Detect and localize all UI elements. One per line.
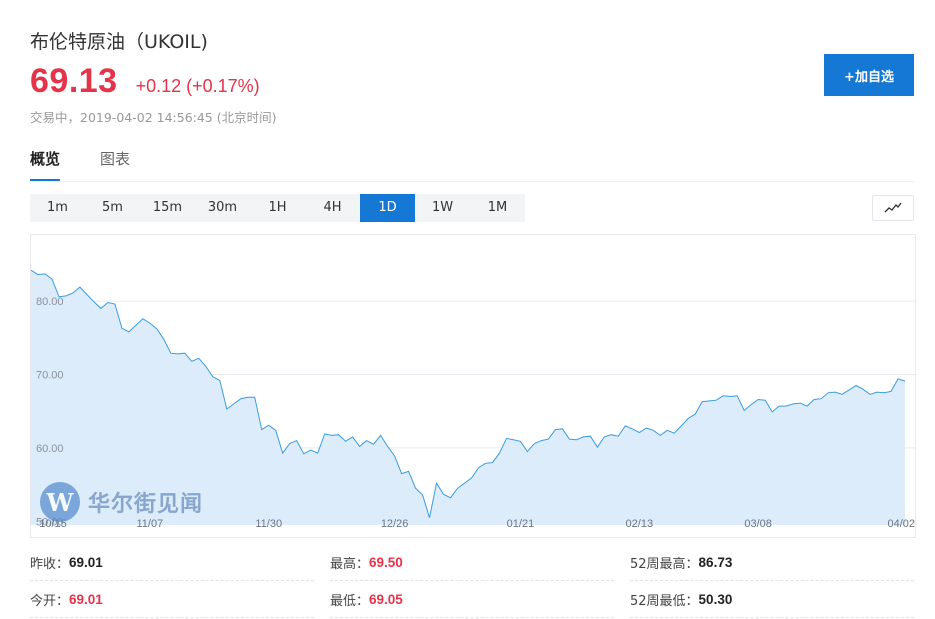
trading-status: 交易中，2019-04-02 14:56:45 (北京时间) [30, 110, 277, 125]
period-1d[interactable]: 1D [360, 194, 415, 222]
period-5m[interactable]: 5m [102, 200, 123, 215]
stat-label: 最低： [330, 593, 370, 609]
period-1w[interactable]: 1W [431, 200, 454, 215]
stat-value: 86.73 [698, 554, 733, 570]
x-tick-label: 01/21 [507, 518, 535, 530]
price-change: +0.12 (+0.17%) [135, 76, 260, 96]
tab-chart[interactable]: 图表 [100, 150, 131, 168]
period-4h[interactable]: 4H [323, 200, 342, 215]
price-line [31, 269, 906, 518]
period-15m[interactable]: 15m [152, 200, 183, 215]
stat-value: 69.50 [369, 554, 403, 570]
add-to-watchlist-button[interactable]: +加自选 [824, 54, 914, 96]
price-chart[interactable]: 50.00 60.00 70.00 80.00 10/15 11/07 11/30 12/26… [30, 234, 916, 538]
x-tick-label: 11/30 [255, 518, 282, 530]
y-tick-label: 70.00 [36, 369, 64, 381]
stats-row: 今开： 69.01 最低： 69.05 52周最低： 50.30 [30, 581, 914, 618]
period-30m[interactable]: 30m [207, 200, 238, 215]
period-1h[interactable]: 1H [268, 200, 287, 215]
watermark-text: 华尔街见闻 [88, 491, 204, 517]
tab-divider [30, 181, 914, 182]
y-tick-label: 80.00 [36, 296, 64, 308]
period-1mo[interactable]: 1M [487, 200, 508, 215]
chart-type-button[interactable] [872, 195, 914, 221]
stat-label: 52周最低： [630, 593, 699, 609]
stat-label: 52周最高： [630, 556, 699, 572]
last-price: 69.13 [30, 62, 118, 100]
stat-open: 今开： 69.01 [30, 581, 314, 618]
period-selector: 1m 5m 15m 30m 1H 4H 1D 1W 1M [30, 194, 525, 222]
x-tick-label: 04/02 [887, 518, 915, 530]
x-tick-label: 02/13 [626, 518, 654, 530]
watermark-logo: W [40, 482, 80, 522]
x-tick-label: 12/26 [381, 518, 409, 530]
x-tick-label: 11/07 [137, 518, 164, 530]
price-area [31, 270, 905, 525]
tab-overview[interactable]: 概览 [30, 148, 61, 182]
stat-label: 今开： [30, 593, 70, 609]
x-tick-label: 03/08 [744, 518, 772, 530]
stat-value: 69.01 [69, 554, 103, 570]
line-chart-icon [884, 202, 902, 213]
y-tick-label: 60.00 [36, 443, 64, 455]
stat-value: 69.01 [69, 591, 103, 607]
price-row: 69.13 +0.12 (+0.17%) [30, 62, 260, 101]
stat-52w-high: 52周最高： 86.73 [630, 544, 914, 581]
stat-label: 最高： [330, 556, 370, 572]
stat-high: 最高： 69.50 [330, 544, 614, 581]
stat-52w-low: 52周最低： 50.30 [630, 581, 914, 618]
watermark: W 华尔街见闻 [40, 482, 203, 522]
stat-prev-close: 昨收： 69.01 [30, 544, 314, 581]
stat-value: 50.30 [698, 591, 733, 607]
stats-row: 昨收： 69.01 最高： 69.50 52周最高： 86.73 [30, 544, 914, 581]
tab-bar: 概览 图表 [30, 148, 170, 182]
stats-panel: 昨收： 69.01 最高： 69.50 52周最高： 86.73 今开： 69.… [30, 544, 914, 618]
stat-label: 昨收： [30, 556, 70, 572]
period-1m[interactable]: 1m [47, 200, 68, 215]
instrument-title: 布伦特原油（UKOIL) [30, 31, 208, 53]
stat-low: 最低： 69.05 [330, 581, 614, 618]
stat-value: 69.05 [369, 591, 403, 607]
